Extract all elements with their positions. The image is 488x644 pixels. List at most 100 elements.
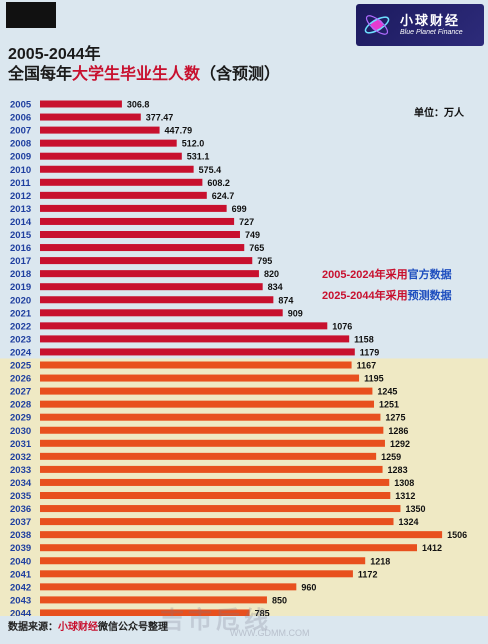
value-label: 727: [239, 217, 254, 227]
year-label: 2039: [10, 543, 31, 554]
header: 2005-2044年 全国每年大学生毕业生人数（含预测） 小球财经 Blue P…: [0, 0, 488, 92]
logo-name-en: Blue Planet Finance: [400, 29, 463, 36]
year-label: 2012: [10, 191, 31, 202]
bar-official: [40, 257, 253, 265]
value-label: 820: [264, 269, 279, 279]
bar-official: [40, 335, 350, 343]
bar-forecast: [40, 426, 384, 434]
year-label: 2011: [10, 178, 31, 189]
note-forecast: 2025-2044年采用预测数据: [322, 287, 452, 303]
year-label: 2015: [10, 230, 32, 241]
bar-official: [40, 152, 182, 160]
bar-official: [40, 165, 194, 173]
bar-forecast: [40, 570, 353, 578]
value-label: 1286: [388, 426, 408, 436]
value-label: 1167: [357, 361, 377, 371]
year-label: 2007: [10, 126, 31, 137]
bar-official: [40, 139, 177, 147]
year-label: 2026: [10, 374, 31, 385]
value-label: 575.4: [199, 165, 222, 175]
value-label: 960: [301, 582, 316, 592]
year-label: 2019: [10, 282, 31, 293]
value-label: 1245: [377, 387, 397, 397]
watermark-url: WWW.GDMM.COM: [230, 628, 310, 638]
year-label: 2029: [10, 413, 31, 424]
year-label: 2040: [10, 556, 31, 567]
year-label: 2031: [10, 439, 32, 450]
year-label: 2005: [10, 100, 32, 111]
bar-chart: 2005 306.8 2006 377.47 2007 447.79 2008 512.0 20…: [0, 100, 488, 616]
bar-forecast: [40, 374, 360, 382]
bar-official: [40, 100, 122, 108]
bar-official: [40, 231, 240, 238]
bar-forecast: [40, 439, 385, 447]
value-label: 1350: [405, 504, 425, 514]
year-label: 2018: [10, 269, 31, 280]
data-source: 数据来源：小球财经微信公众号整理: [8, 618, 168, 633]
bar-forecast: [40, 596, 267, 604]
bar-forecast: [40, 492, 391, 499]
value-label: 749: [245, 230, 260, 240]
note-forecast-key: 预测数据: [407, 290, 452, 302]
value-label: 1506: [447, 530, 467, 540]
year-label: 2027: [10, 387, 31, 398]
bar-forecast: [40, 400, 375, 408]
title-part-b: 大学生毕业生人数: [72, 66, 201, 83]
bar-official: [40, 244, 245, 252]
year-label: 2042: [10, 582, 31, 593]
bar-forecast: [40, 387, 373, 395]
value-label: 874: [278, 295, 293, 305]
year-label: 2009: [10, 152, 31, 163]
bar-forecast: [40, 465, 383, 473]
year-label: 2035: [10, 491, 32, 502]
value-label: 1308: [394, 478, 414, 488]
logo-name-cn: 小球财经: [400, 13, 461, 28]
title-part-a: 全国每年: [8, 66, 73, 83]
value-label: 834: [268, 282, 283, 292]
value-label: 624.7: [212, 191, 235, 201]
source-name: 小球财经: [58, 622, 98, 633]
bar-forecast: [40, 557, 366, 565]
year-label: 2034: [10, 478, 32, 489]
value-label: 1275: [385, 413, 405, 423]
value-label: 1259: [381, 452, 401, 462]
year-label: 2010: [10, 165, 31, 176]
bar-official: [40, 126, 160, 134]
value-label: 699: [232, 204, 247, 214]
bar-official: [40, 217, 235, 225]
bar-official: [40, 178, 203, 186]
year-label: 2014: [10, 217, 32, 228]
year-label: 2043: [10, 595, 31, 606]
watermark: 吉市卮线: [160, 607, 272, 634]
value-label: 531.1: [187, 152, 210, 162]
bar-forecast: [40, 452, 377, 460]
bar-official: [40, 348, 355, 356]
value-label: 1179: [360, 347, 380, 357]
year-label: 2021: [10, 308, 32, 319]
year-label: 2020: [10, 295, 31, 306]
note-forecast-prefix: 2025-2044年采用: [322, 290, 408, 302]
page-title: 全国每年大学生毕业生人数（含预测）: [8, 60, 280, 84]
year-label: 2038: [10, 530, 31, 541]
year-label: 2030: [10, 426, 31, 437]
bar-forecast: [40, 361, 352, 369]
source-prefix: 数据来源：: [8, 622, 58, 633]
value-label: 785: [255, 608, 270, 616]
source-suffix: 微信公众号整理: [98, 622, 168, 633]
bar-official: [40, 283, 263, 291]
year-label: 2017: [10, 256, 31, 267]
note-official-key: 官方数据: [407, 269, 452, 281]
bar-forecast: [40, 583, 297, 591]
bar-official: [40, 204, 227, 212]
note-official: 2005-2024年采用官方数据: [322, 266, 452, 282]
title-part-c: （含预测）: [200, 66, 281, 83]
value-label: 1312: [395, 491, 415, 501]
bar-forecast: [40, 478, 390, 486]
value-label: 1218: [370, 556, 390, 566]
planet-logo-icon: [364, 15, 390, 35]
page-title-years: 2005-2044年: [8, 46, 101, 63]
value-label: 512.0: [182, 139, 205, 149]
year-label: 2041: [10, 569, 32, 580]
year-label: 2023: [10, 334, 31, 345]
year-label: 2022: [10, 321, 31, 332]
